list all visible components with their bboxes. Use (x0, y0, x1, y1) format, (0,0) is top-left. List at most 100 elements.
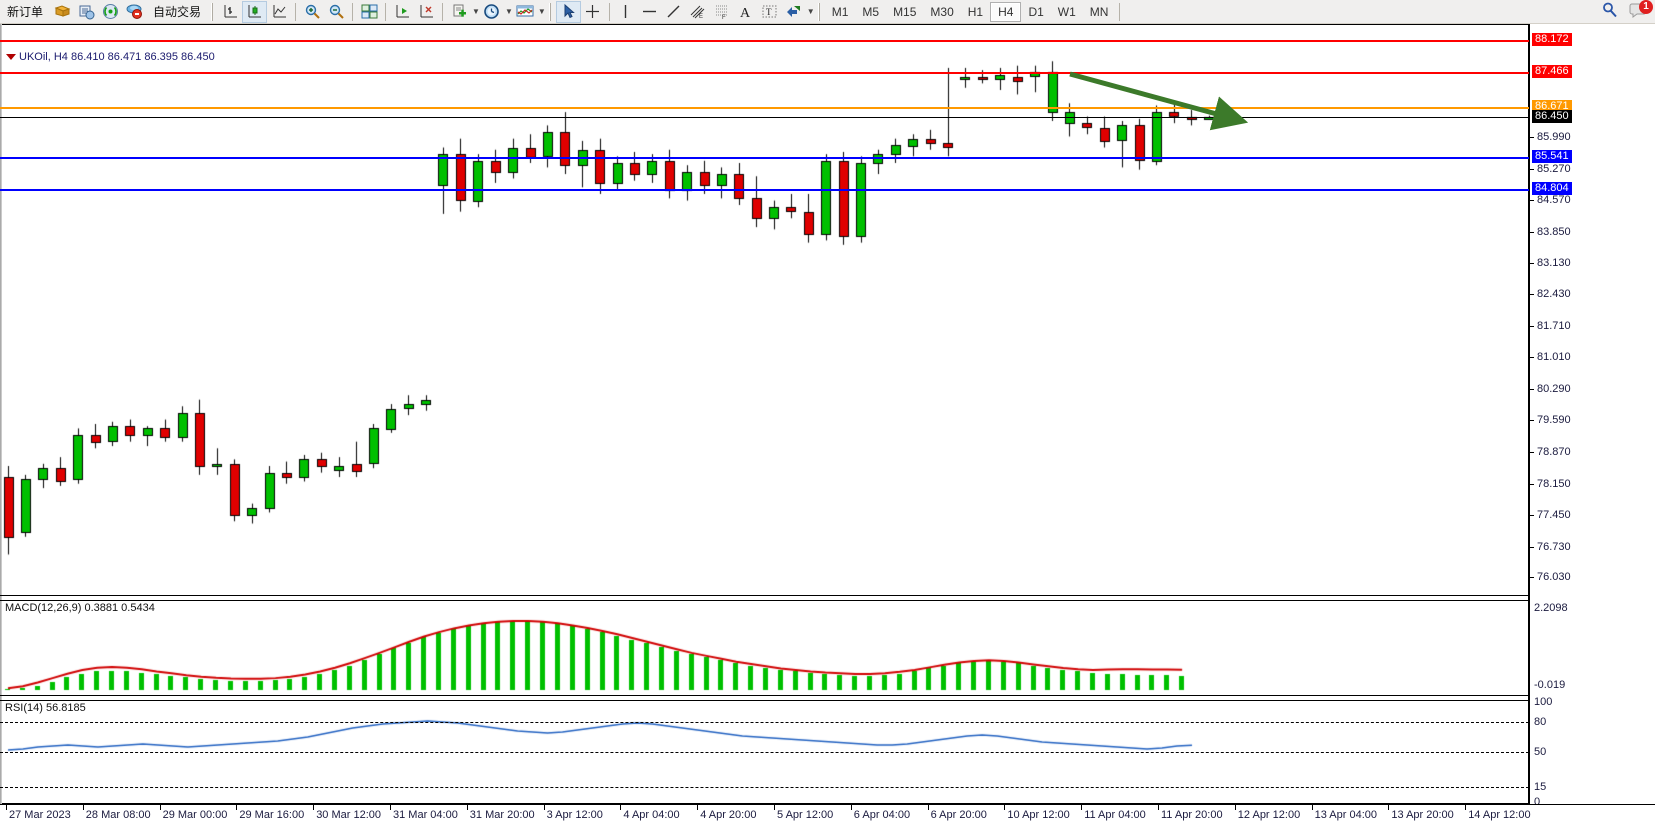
time-tick-label: 29 Mar 16:00 (239, 809, 305, 821)
auto-scroll-icon[interactable] (414, 1, 438, 23)
time-tick (466, 805, 468, 810)
equidistant-channel-icon[interactable]: E (686, 1, 710, 23)
time-tick-label: 11 Apr 20:00 (1161, 809, 1223, 821)
vertical-line-icon[interactable] (614, 1, 638, 23)
trendline-icon[interactable] (662, 1, 686, 23)
timeframe-m15[interactable]: M15 (893, 4, 917, 19)
price-tick-label: 82.430 (1537, 288, 1571, 301)
time-tick (6, 805, 7, 810)
time-tick (1465, 805, 1467, 810)
signal-icon[interactable] (98, 1, 122, 23)
timeframe-m5[interactable]: M5 (862, 4, 880, 19)
macd-header: MACD(12,26,9) 0.3881 0.5434 (5, 602, 155, 614)
price-axis[interactable]: 88.172 87.466 86.671 86.450 85.541 84.804 85.9… (1529, 24, 1655, 808)
price-label-support-4[interactable]: 85.541 (1532, 149, 1572, 163)
price-tick-label: 81.710 (1537, 320, 1571, 333)
price-tick-label: 80.290 (1537, 383, 1571, 396)
time-tick (1081, 805, 1083, 810)
toolbar-grip-chart[interactable] (211, 2, 216, 21)
symbol-header-text: UKOil, H4 86.410 86.471 86.395 86.450 (19, 51, 215, 63)
tile-windows-icon[interactable] (357, 1, 381, 23)
arrows-dropdown-caret[interactable]: ▼ (806, 7, 815, 16)
period-dropdown-caret[interactable]: ▼ (504, 7, 513, 16)
chart-area[interactable]: UKOil, H4 86.410 86.471 86.395 86.450 MA… (0, 24, 1655, 828)
price-tick (1530, 231, 1534, 233)
price-label-support-5[interactable]: 84.804 (1532, 182, 1572, 196)
price-label-resistance-0[interactable]: 88.172 (1532, 33, 1572, 47)
price-label-last-price-3[interactable]: 86.450 (1532, 109, 1572, 123)
period-clock-icon[interactable] (480, 1, 504, 23)
cursor-icon[interactable] (555, 0, 581, 23)
time-tick-label: 3 Apr 12:00 (546, 809, 603, 821)
toolbar-separator-2 (352, 2, 354, 21)
price-line-last-price-3[interactable] (0, 116, 1529, 118)
folder-gold-icon[interactable] (50, 1, 74, 23)
candlestick-chart-icon[interactable] (242, 0, 268, 23)
rsi-axis-label-100: 100 (1534, 696, 1553, 708)
toolbar-grip-periods[interactable] (817, 2, 822, 21)
price-tick (1530, 420, 1534, 421)
price-line-pivot-2[interactable] (0, 106, 1529, 109)
price-line-support-4[interactable] (0, 156, 1529, 159)
terminal-icon[interactable] (74, 1, 98, 23)
timeframe-w1[interactable]: W1 (1057, 4, 1076, 19)
price-tick (1530, 451, 1534, 453)
zoom-out-icon[interactable] (324, 1, 348, 23)
toolbar-group-layout (357, 0, 381, 24)
price-tick (1530, 136, 1534, 138)
timeframe-h4[interactable]: H4 (990, 1, 1022, 22)
main-toolbar: 新订单 自动交易 (0, 0, 1655, 24)
line-chart-icon[interactable] (267, 1, 291, 23)
time-tick (1388, 805, 1390, 810)
rsi-axis-label-80: 80 (1534, 716, 1547, 728)
panel-separator-price-macd (0, 595, 1529, 596)
price-tick-label: 85.990 (1537, 130, 1571, 143)
price-line-resistance-0[interactable] (0, 40, 1529, 43)
price-line-resistance-1[interactable] (0, 71, 1529, 74)
chart-shift-icon[interactable] (390, 1, 414, 23)
rsi-axis-label-15: 15 (1534, 781, 1547, 793)
price-candles-canvas[interactable] (0, 25, 1529, 585)
timeframe-mn[interactable]: MN (1089, 4, 1109, 19)
indicator-dropdown-caret[interactable]: ▼ (472, 7, 480, 16)
toolbar-group-trade: 新订单 自动交易 (0, 0, 208, 24)
templates-icon[interactable] (513, 1, 537, 23)
price-label-resistance-1[interactable]: 87.466 (1532, 64, 1572, 78)
search-icon[interactable] (1601, 1, 1619, 24)
text-tool-icon[interactable]: A (734, 1, 758, 23)
price-tick-label: 83.850 (1537, 225, 1571, 238)
macd-axis-bottom-label: -0.019 (1534, 679, 1566, 691)
zoom-in-icon[interactable] (300, 1, 324, 23)
toolbar-grip-drawing[interactable] (548, 2, 553, 21)
timeframe-m30[interactable]: M30 (930, 4, 954, 19)
add-indicator-icon[interactable] (447, 1, 471, 23)
toolbar-separator-1 (295, 2, 297, 21)
templates-dropdown-caret[interactable]: ▼ (537, 7, 546, 16)
autotrade-button[interactable]: 自动交易 (146, 1, 208, 23)
time-tick-label: 4 Apr 04:00 (623, 809, 680, 821)
timeframe-h1[interactable]: H1 (967, 4, 984, 19)
new-order-button[interactable]: 新订单 (0, 1, 50, 23)
notification-balloon-icon[interactable]: 1 (1629, 0, 1653, 24)
macd-canvas[interactable] (0, 602, 1529, 694)
price-tick (1530, 326, 1534, 328)
text-label-icon[interactable]: T (758, 1, 782, 23)
fibonacci-icon[interactable]: F (710, 1, 734, 23)
svg-text:E: E (699, 14, 703, 20)
autotrade-label: 自动交易 (153, 5, 202, 19)
price-line-support-5[interactable] (0, 189, 1529, 192)
bar-chart-icon[interactable] (218, 1, 242, 23)
horizontal-line-icon[interactable] (638, 1, 662, 23)
price-tick-label: 76.030 (1537, 571, 1571, 584)
price-label-pivot-2[interactable]: 86.671 (1532, 99, 1572, 113)
timeframe-d1[interactable]: D1 (1028, 4, 1044, 19)
time-axis[interactable]: 27 Mar 2023 28 Mar 08:00 29 Mar 00:00 29 Ma… (0, 804, 1655, 828)
arrows-icon[interactable] (782, 1, 806, 23)
symbol-collapse-icon[interactable] (6, 54, 16, 61)
timeframe-m1[interactable]: M1 (831, 4, 849, 19)
crosshair-icon[interactable] (581, 1, 605, 23)
expert-advisor-icon[interactable] (122, 1, 146, 23)
symbol-header: UKOil, H4 86.410 86.471 86.395 86.450 (6, 51, 215, 63)
time-tick-label: 27 Mar 2023 (9, 809, 71, 821)
toolbar-group-indicators: ▼ ▼ ▼ (447, 0, 546, 24)
